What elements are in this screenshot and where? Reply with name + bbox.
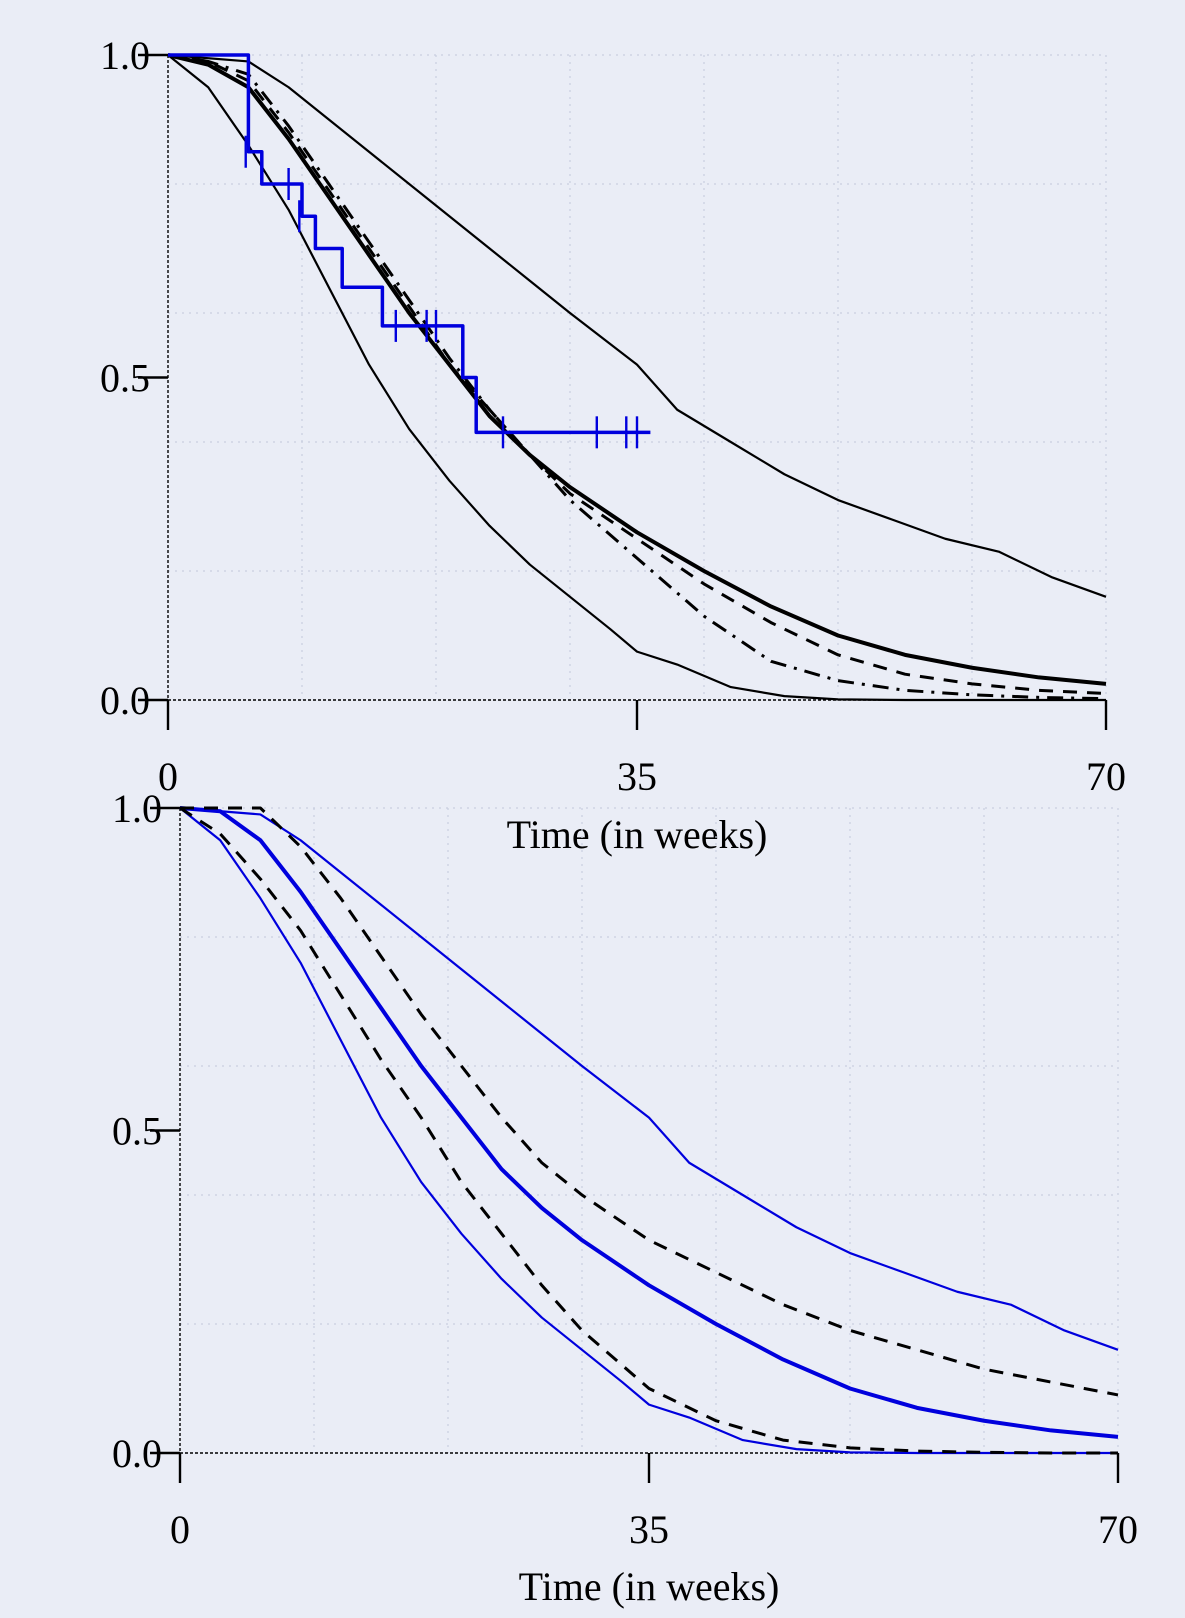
- x-tick-label: 0: [170, 1507, 190, 1552]
- top-survival-panel: 0 35 70 0.0 0.5 1.0 Time (in weeks): [100, 33, 1126, 857]
- series-line-estimate-2: [167, 53, 1107, 686]
- y-tick-label: 0.5: [112, 1109, 162, 1154]
- series-line-kaplan-meier-5: [168, 53, 651, 435]
- y-tick-label: 0.0: [100, 678, 150, 723]
- series-line-upper-band-0: [167, 53, 1107, 598]
- bottom-survival-panel: 0 35 70 0.0 0.5 1.0 Time (in weeks): [112, 786, 1138, 1609]
- series-line-lower-band-1: [179, 807, 1118, 1455]
- series-line-lower-4: [179, 806, 1118, 1455]
- series-line-upper-band-0: [179, 806, 1119, 1351]
- y-tick-label: 1.0: [100, 33, 150, 78]
- grid: [168, 54, 1107, 700]
- series-line-lower-band-1: [167, 54, 1106, 702]
- series-line-estimate-2: [179, 806, 1119, 1439]
- grid: [180, 807, 1119, 1453]
- series-line-upper-3: [180, 806, 1119, 1397]
- y-tick-label: 1.0: [112, 786, 162, 831]
- x-tick-label: 70: [1098, 1507, 1138, 1552]
- x-axis-title: Time (in weeks): [507, 812, 768, 857]
- series-line-dash-dot-4: [167, 53, 1107, 701]
- y-tick-label: 0.5: [100, 356, 150, 401]
- x-tick-label: 35: [617, 754, 657, 799]
- series-line-dashed-3: [167, 53, 1107, 696]
- x-tick-label: 0: [158, 754, 178, 799]
- y-tick-label: 0.0: [112, 1431, 162, 1476]
- x-tick-label: 70: [1086, 754, 1126, 799]
- x-axis-title: Time (in weeks): [519, 1564, 780, 1609]
- x-tick-label: 35: [629, 1507, 669, 1552]
